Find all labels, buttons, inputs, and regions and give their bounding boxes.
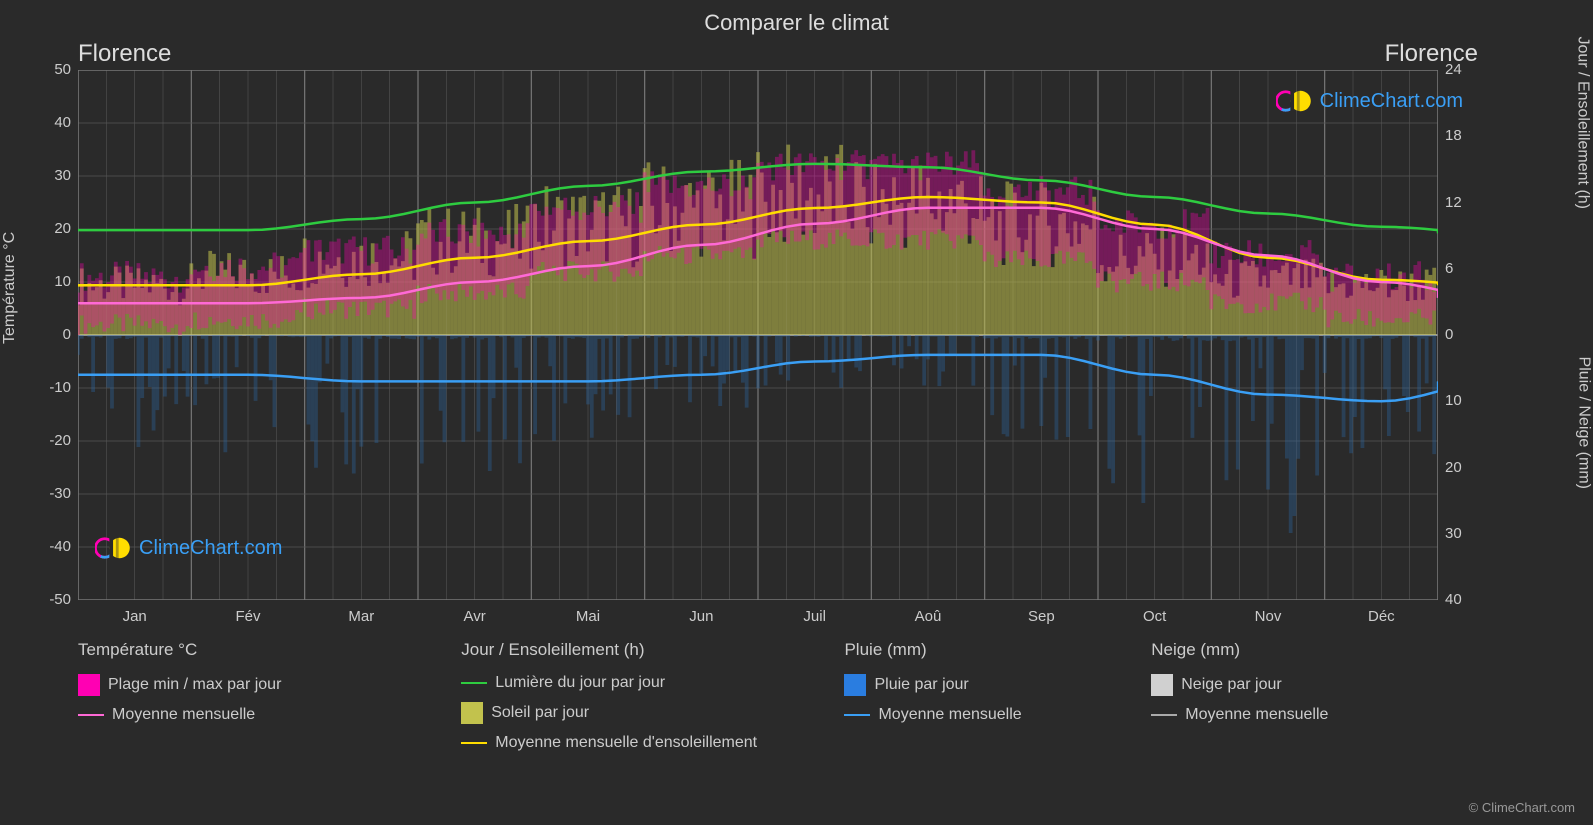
legend-swatch [461,742,487,744]
y-tick-right: 18 [1445,127,1495,144]
x-tick: Mai [558,608,618,625]
legend-item: Pluie par jour [844,674,1131,696]
legend-item: Neige par jour [1151,674,1438,696]
legend-item: Moyenne mensuelle [78,706,441,724]
legend-label: Pluie par jour [874,676,968,694]
y-tick-left: 0 [21,326,71,343]
x-tick: Aoû [898,608,958,625]
legend-header: Neige (mm) [1151,640,1438,660]
legend-swatch [78,674,100,696]
y-axis-right-bottom-label: Pluie / Neige (mm) [1574,357,1592,489]
watermark-text: ClimeChart.com [1320,90,1463,113]
x-tick: Juil [785,608,845,625]
legend-label: Moyenne mensuelle [1185,706,1328,724]
y-tick-left: 30 [21,167,71,184]
chart-title: Comparer le climat [0,10,1593,36]
x-tick: Mar [331,608,391,625]
legend-header: Température °C [78,640,441,660]
y-tick-left: -40 [21,538,71,555]
y-tick-left: 50 [21,61,71,78]
y-tick-right: 10 [1445,392,1495,409]
x-tick: Déc [1351,608,1411,625]
y-tick-right: 24 [1445,61,1495,78]
city-label-left: Florence [78,40,171,68]
y-tick-left: -50 [21,591,71,608]
legend-label: Neige par jour [1181,676,1282,694]
legend-label: Plage min / max par jour [108,676,281,694]
legend-label: Moyenne mensuelle [112,706,255,724]
x-tick: Nov [1238,608,1298,625]
x-tick: Jun [671,608,731,625]
legend-item: Moyenne mensuelle [844,706,1131,724]
y-tick-right: 20 [1445,459,1495,476]
y-tick-left: 40 [21,114,71,131]
legend-header: Pluie (mm) [844,640,1131,660]
y-tick-right: 30 [1445,525,1495,542]
legend-header: Jour / Ensoleillement (h) [461,640,824,660]
legend-col-temperature: Température °C Plage min / max par jour … [78,640,441,752]
x-tick: Jan [105,608,165,625]
y-tick-right: 0 [1445,326,1495,343]
legend-swatch [461,682,487,684]
watermark-logo-bottom: ClimeChart.com [95,535,282,561]
y-tick-left: 20 [21,220,71,237]
x-tick: Sep [1011,608,1071,625]
y-tick-left: -20 [21,432,71,449]
watermark-logo-top: ClimeChart.com [1276,88,1463,114]
y-axis-right-top-label: Jour / Ensoleillement (h) [1574,36,1592,209]
legend-swatch [844,714,870,716]
legend-item: Moyenne mensuelle [1151,706,1438,724]
y-tick-right: 6 [1445,260,1495,277]
legend-label: Lumière du jour par jour [495,674,665,692]
climate-chart: Comparer le climat Florence Florence Tem… [0,0,1593,825]
legend-swatch [78,714,104,716]
legend-item: Plage min / max par jour [78,674,441,696]
x-tick: Avr [445,608,505,625]
y-tick-left: -10 [21,379,71,396]
watermark-text: ClimeChart.com [139,537,282,560]
legend-item: Lumière du jour par jour [461,674,824,692]
legend-label: Soleil par jour [491,704,589,722]
y-tick-right: 12 [1445,194,1495,211]
legend-col-snow: Neige (mm) Neige par jour Moyenne mensue… [1151,640,1438,752]
legend-item: Moyenne mensuelle d'ensoleillement [461,734,824,752]
x-tick: Fév [218,608,278,625]
legend-label: Moyenne mensuelle [878,706,1021,724]
y-tick-right: 40 [1445,591,1495,608]
legend-item: Soleil par jour [461,702,824,724]
copyright-text: © ClimeChart.com [1469,800,1575,815]
legend: Température °C Plage min / max par jour … [78,640,1438,752]
legend-col-daylight: Jour / Ensoleillement (h) Lumière du jou… [461,640,824,752]
x-tick: Oct [1125,608,1185,625]
y-tick-left: 10 [21,273,71,290]
plot-area [78,70,1438,600]
legend-swatch [461,702,483,724]
legend-swatch [1151,674,1173,696]
legend-swatch [1151,714,1177,716]
y-axis-left-label: Température °C [1,232,19,344]
y-tick-left: -30 [21,485,71,502]
legend-label: Moyenne mensuelle d'ensoleillement [495,734,757,752]
legend-swatch [844,674,866,696]
legend-col-rain: Pluie (mm) Pluie par jour Moyenne mensue… [844,640,1131,752]
